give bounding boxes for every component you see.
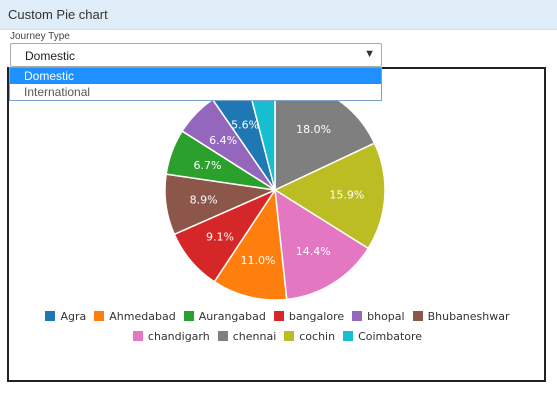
legend-label: bangalore <box>288 310 345 323</box>
journey-type-label: Journey Type <box>10 31 70 42</box>
legend-label: Ahmedabad <box>109 310 176 323</box>
legend-label: Agra <box>60 310 87 323</box>
legend-row: chandigarh chennai cochin Coimbatore <box>10 330 545 343</box>
journey-option-domestic[interactable]: Domestic <box>10 68 381 84</box>
legend-item-bangalore[interactable]: bangalore <box>273 310 345 323</box>
legend-item-bhubaneshwar[interactable]: Bhubaneshwar <box>412 310 510 323</box>
legend-swatch <box>284 331 295 341</box>
legend-item-bhopal[interactable]: bhopal <box>352 310 405 323</box>
legend-item-agra[interactable]: Agra <box>45 310 86 323</box>
journey-type-selected-value: Domestic <box>25 49 76 63</box>
legend-item-chandigarh[interactable]: chandigarh <box>132 330 210 343</box>
chevron-down-icon[interactable]: ▼ <box>364 48 375 60</box>
journey-type-dropdown[interactable]: Domestic International <box>9 67 382 101</box>
legend-label: Coimbatore <box>358 330 423 343</box>
legend-item-aurangabad[interactable]: Aurangabad <box>183 310 266 323</box>
legend-row: Agra Ahmedabad Aurangabad bangalore bhopal Bh… <box>10 310 545 323</box>
legend-item-cochin[interactable]: cochin <box>284 330 335 343</box>
legend-swatch <box>412 311 423 321</box>
legend-label: chennai <box>232 330 277 343</box>
legend-swatch <box>183 311 194 321</box>
legend-swatch <box>94 311 105 321</box>
journey-option-international[interactable]: International <box>24 85 91 99</box>
legend-item-coimbatore[interactable]: Coimbatore <box>343 330 422 343</box>
legend-swatch <box>132 331 143 341</box>
legend-label: Aurangabad <box>198 310 266 323</box>
panel-header: Custom Pie chart <box>0 0 557 30</box>
legend-swatch <box>273 311 284 321</box>
legend-label: bhopal <box>367 310 405 323</box>
legend-label: Bhubaneshwar <box>427 310 510 323</box>
legend-item-ahmedabad[interactable]: Ahmedabad <box>94 310 176 323</box>
panel-title: Custom Pie chart <box>8 7 108 22</box>
legend-swatch <box>352 311 363 321</box>
legend-item-chennai[interactable]: chennai <box>217 330 277 343</box>
journey-type-select[interactable]: Domestic ▼ <box>10 43 382 67</box>
legend-swatch <box>343 331 354 341</box>
legend-swatch <box>45 311 56 321</box>
legend-label: cochin <box>299 330 336 343</box>
legend-label: chandigarh <box>147 330 210 343</box>
legend-swatch <box>217 331 228 341</box>
